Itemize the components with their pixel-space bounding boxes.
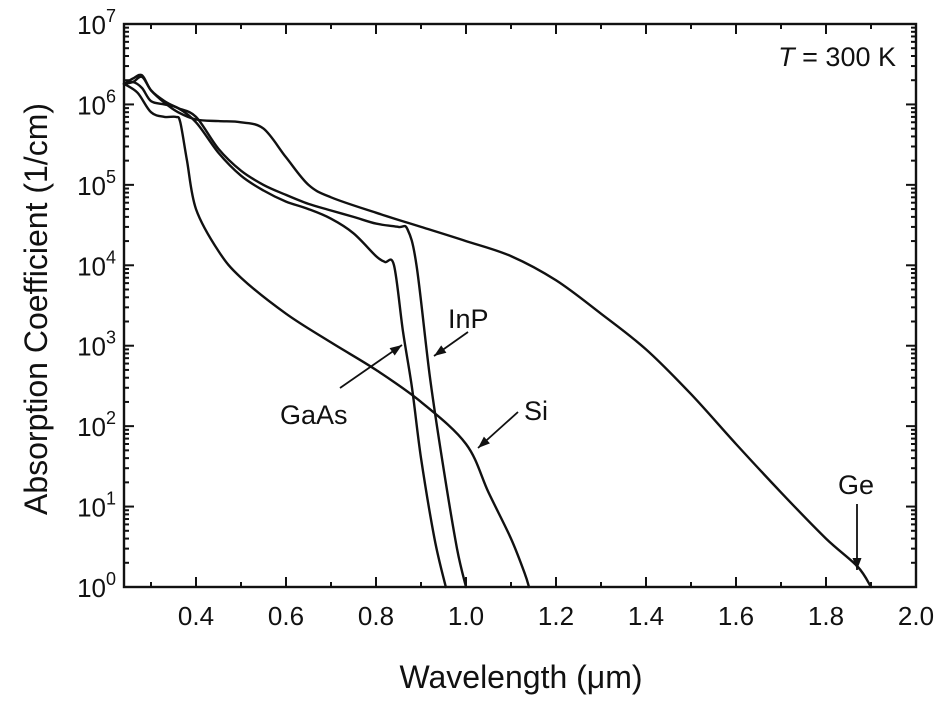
annotation-arrowhead-inp [434,345,447,356]
y-tick-base: 10 [77,493,106,523]
x-axis-title: Wavelength (μm) [399,659,642,695]
y-tick-exponent: 0 [106,569,116,589]
x-tick-label: 1.8 [808,601,844,631]
y-tick-label: 100 [77,569,116,603]
temperature-note: T = 300 K [778,42,896,72]
y-tick-exponent: 1 [106,489,116,509]
y-tick-exponent: 2 [106,408,116,428]
curve-gaas [122,80,447,589]
plot-frame [122,22,918,589]
y-tick-base: 10 [77,573,106,603]
annotation-arrowhead-gaas [389,345,402,356]
y-tick-exponent: 6 [106,86,116,106]
y-tick-base: 10 [77,412,106,442]
x-tick-label: 0.8 [358,601,394,631]
y-tick-base: 10 [77,10,106,40]
annotation-arrow-gaas [339,344,403,389]
temperature-value: = 300 K [795,42,896,72]
temperature-symbol: T [778,42,797,72]
y-tick-base: 10 [77,90,106,120]
x-tick-label: 1.4 [628,601,664,631]
y-tick-exponent: 4 [106,247,116,267]
y-tick-label: 103 [77,328,116,362]
x-tick-label: 1.6 [718,601,754,631]
y-tick-exponent: 7 [106,6,116,26]
annotation-label-ge: Ge [838,470,874,500]
y-tick-label: 106 [77,86,116,120]
annotation-arrowhead-si [478,436,490,448]
curve-inp [122,73,468,589]
y-tick-base: 10 [77,251,106,281]
y-tick-label: 102 [77,408,116,442]
y-axis-title: Absorption Coefficient (1/cm) [18,103,54,515]
y-tick-label: 101 [77,489,116,523]
y-tick-base: 10 [77,171,106,201]
curves-layer [122,73,873,589]
y-tick-label: 104 [77,247,116,281]
ticks-layer [124,23,917,588]
x-tick-label: 0.6 [268,601,304,631]
x-tick-label: 1.0 [448,601,484,631]
x-tick-label: 1.2 [538,601,574,631]
x-tick-label: 0.4 [178,601,214,631]
annotation-label-si: Si [524,396,548,426]
curve-si [122,82,531,589]
y-tick-label: 105 [77,167,116,201]
x-tick-label: 2.0 [898,601,934,631]
y-tick-exponent: 5 [106,167,116,187]
annotation-label-gaas: GaAs [280,400,348,430]
y-tick-label: 107 [77,6,116,40]
tick-labels-layer: 0.4 0.6 0.8 1.0 1.2 1.4 1.6 1.8 2.01001011021031… [77,6,934,631]
y-tick-base: 10 [77,332,106,362]
annotations-layer: InP GaAs Si Ge [280,304,874,570]
y-tick-exponent: 3 [106,328,116,348]
annotation-arrowhead-ge [852,558,862,570]
annotation-label-inp: InP [448,304,489,334]
